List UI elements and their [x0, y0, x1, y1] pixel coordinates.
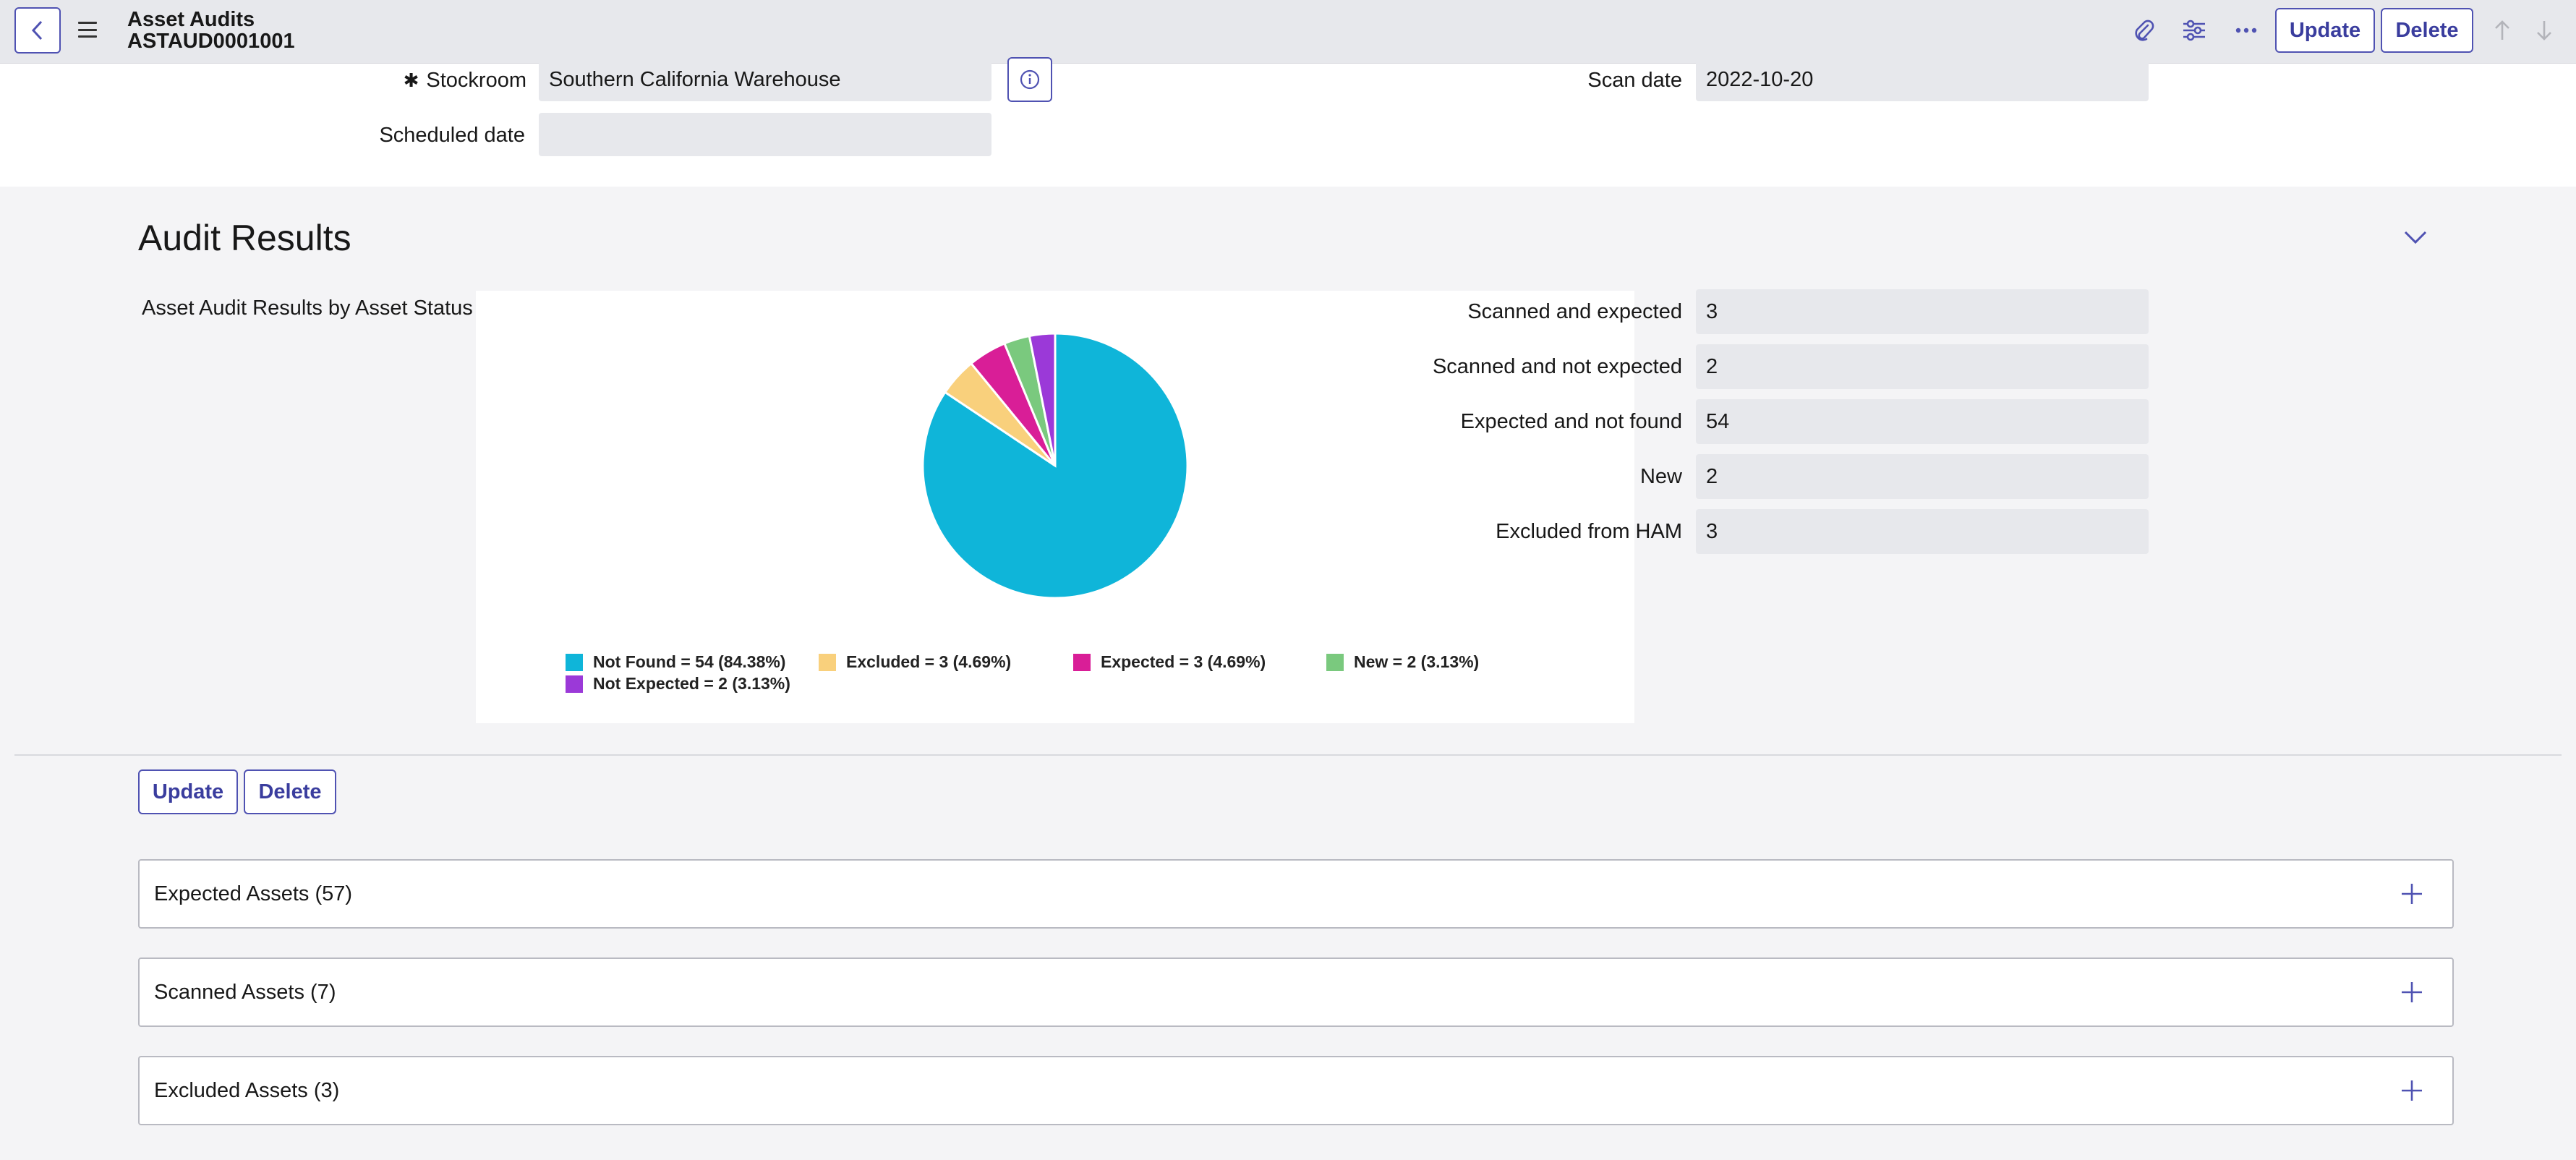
header-update-button[interactable]: Update [2275, 8, 2375, 53]
result-label: Excluded from HAM [1496, 520, 1682, 543]
result-label: Expected and not found [1460, 410, 1682, 433]
legend-item-not-found[interactable]: Not Found = 54 (84.38%) [566, 652, 785, 672]
next-record-arrow-icon[interactable] [2530, 16, 2559, 45]
legend-swatch [1073, 653, 1091, 671]
section-divider [14, 754, 2562, 756]
pie-slice-not-expected[interactable] [1028, 332, 1057, 466]
result-label: New [1639, 465, 1682, 488]
legend-label: Excluded = 3 (4.69%) [846, 652, 1012, 671]
more-options-icon[interactable] [2232, 16, 2261, 45]
legend-swatch [1326, 653, 1344, 671]
info-icon [1020, 69, 1040, 90]
chart-label: Asset Audit Results by Asset Status [142, 297, 473, 320]
result-value: 2 [1706, 464, 1718, 488]
scan-date-value: 2022-10-20 [1706, 67, 1814, 91]
legend-swatch [819, 653, 836, 671]
related-list-scanned-assets[interactable]: Scanned Assets (7) [138, 958, 2454, 1027]
result-value: 54 [1706, 409, 1730, 433]
related-list-excluded-assets[interactable]: Excluded Assets (3) [138, 1056, 2454, 1125]
legend-swatch [566, 675, 583, 693]
chevron-left-icon [31, 20, 43, 40]
legend-label: Not Found = 54 (84.38%) [593, 652, 786, 671]
result-value: 2 [1706, 354, 1718, 378]
result-value-field[interactable]: 2 [1696, 454, 2149, 499]
table-name: Asset Audits [127, 8, 255, 31]
record-number: ASTAUD0001001 [127, 30, 295, 53]
chart-panel: Not Found = 54 (84.38%) Excluded = 3 (4.6… [476, 291, 1634, 723]
legend-item-expected[interactable]: Expected = 3 (4.69%) [1073, 652, 1266, 672]
related-list-label: Expected Assets (57) [154, 882, 353, 905]
legend-swatch [566, 653, 583, 671]
paperclip-icon[interactable] [2129, 16, 2158, 45]
chevron-down-icon[interactable] [2401, 223, 2430, 252]
scan-date-label: Scan date [1587, 69, 1682, 92]
stockroom-value: Southern California Warehouse [549, 67, 841, 91]
result-label: Scanned and expected [1467, 300, 1682, 323]
related-list-label: Excluded Assets (3) [154, 1079, 340, 1102]
plus-icon[interactable] [2399, 881, 2425, 907]
bottom-update-button[interactable]: Update [138, 769, 238, 814]
result-value-field[interactable]: 54 [1696, 399, 2149, 444]
legend-label: Expected = 3 (4.69%) [1101, 652, 1266, 671]
plus-icon[interactable] [2399, 979, 2425, 1005]
section-title: Audit Results [138, 218, 351, 258]
legend-label: New = 2 (3.13%) [1354, 652, 1480, 671]
record-header: Asset Audits ASTAUD0001001 Update Delete [0, 0, 2576, 64]
scheduled-date-label: Scheduled date [379, 124, 525, 147]
result-value: 3 [1706, 299, 1718, 323]
related-list-label: Scanned Assets (7) [154, 981, 336, 1004]
hamburger-menu-icon[interactable] [78, 22, 97, 38]
legend-item-excluded[interactable]: Excluded = 3 (4.69%) [819, 652, 1011, 672]
related-list-expected-assets[interactable]: Expected Assets (57) [138, 859, 2454, 929]
legend-item-new[interactable]: New = 2 (3.13%) [1326, 652, 1479, 672]
back-button[interactable] [14, 7, 61, 54]
scheduled-date-field[interactable] [539, 113, 991, 156]
scan-date-field[interactable]: 2022-10-20 [1696, 58, 2149, 101]
bottom-delete-button[interactable]: Delete [244, 769, 336, 814]
legend-item-not-expected[interactable]: Not Expected = 2 (3.13%) [566, 674, 790, 694]
required-field-icon: ✱ [403, 69, 419, 91]
result-label: Scanned and not expected [1432, 355, 1682, 378]
result-value-field[interactable]: 3 [1696, 289, 2149, 334]
record-title: Asset Audits ASTAUD0001001 [127, 9, 295, 52]
result-value-field[interactable]: 2 [1696, 344, 2149, 389]
pie-chart [921, 332, 1189, 600]
stockroom-label-row: ✱ Stockroom [396, 67, 526, 94]
result-value: 3 [1706, 519, 1718, 543]
legend-label: Not Expected = 2 (3.13%) [593, 674, 790, 693]
plus-icon[interactable] [2399, 1078, 2425, 1104]
result-value-field[interactable]: 3 [1696, 509, 2149, 554]
personalize-settings-icon[interactable] [2180, 16, 2209, 45]
stockroom-info-button[interactable] [1007, 57, 1052, 102]
stockroom-label: Stockroom [426, 68, 526, 92]
stockroom-field[interactable]: Southern California Warehouse [539, 58, 991, 101]
header-delete-button[interactable]: Delete [2381, 8, 2473, 53]
previous-record-arrow-icon[interactable] [2488, 16, 2517, 45]
